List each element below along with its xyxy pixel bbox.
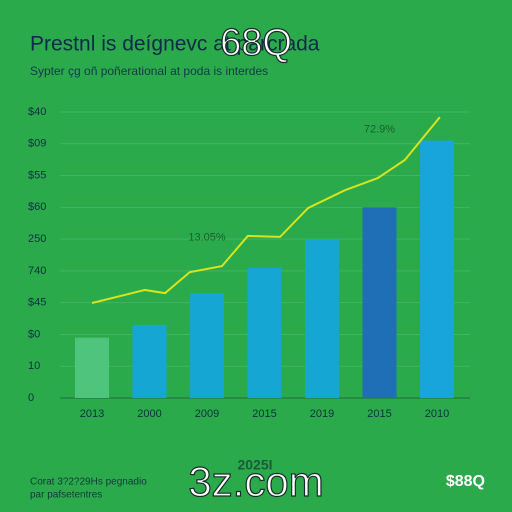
y-tick-label: $40 xyxy=(28,106,46,118)
y-tick-label: $55 xyxy=(28,169,46,181)
watermark: 68Q xyxy=(220,22,292,64)
brand: $88Q xyxy=(446,473,485,490)
bar xyxy=(305,239,339,398)
x-tick-label: 2015 xyxy=(367,408,391,420)
x-axis-label: 2025I xyxy=(237,457,272,473)
x-tick-label: 2019 xyxy=(310,408,334,420)
bar xyxy=(420,140,454,398)
bar xyxy=(132,324,167,398)
annotation: 72.9% xyxy=(364,123,395,135)
x-tick-label: 2013 xyxy=(80,408,104,420)
footnote: Corat 3?2?29Hs pegnadio xyxy=(30,477,147,488)
y-tick-label: $60 xyxy=(28,201,46,213)
chart-subtitle: Sypter çg oñ poñerational at poda is int… xyxy=(30,64,268,78)
chart-title: Prestnl is deígnevc at parcrada xyxy=(30,33,320,56)
y-tick-label: $0 xyxy=(28,328,40,340)
x-tick-label: 2000 xyxy=(137,408,161,420)
y-tick-label: $45 xyxy=(28,297,46,309)
bar xyxy=(247,267,282,398)
footnote: par pafsetentres xyxy=(30,490,102,501)
bar xyxy=(75,337,109,398)
x-tick-label: 2009 xyxy=(195,408,219,420)
bar xyxy=(362,207,397,398)
bar xyxy=(190,293,224,398)
y-tick-label: 0 xyxy=(28,392,34,404)
trend-line xyxy=(91,116,441,304)
x-tick-label: 2010 xyxy=(425,408,449,420)
watermark: 3z.com xyxy=(188,458,323,505)
x-tick-label: 2015 xyxy=(252,408,276,420)
y-tick-label: 250 xyxy=(28,233,46,245)
y-tick-label: $09 xyxy=(28,138,46,150)
y-tick-label: 10 xyxy=(28,360,40,372)
annotation: 13.05% xyxy=(188,231,226,243)
y-tick-label: 740 xyxy=(28,265,46,277)
